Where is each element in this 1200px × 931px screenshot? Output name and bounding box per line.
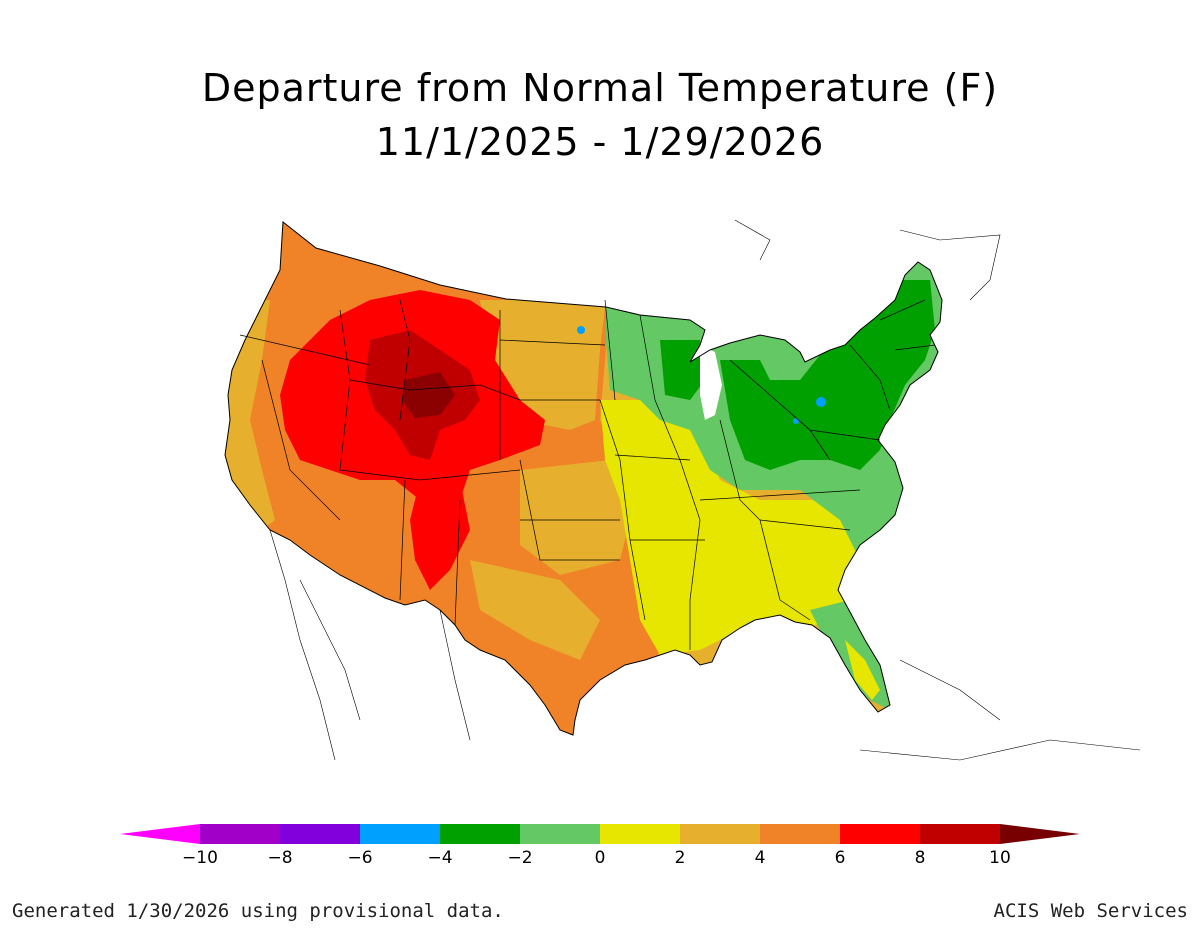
map-date-range: 11/1/2025 - 1/29/2026 bbox=[375, 120, 825, 164]
neighbor-coastlines bbox=[269, 219, 1141, 761]
map-title: Departure from Normal Temperature (F) bbox=[201, 66, 999, 110]
state-boundaries bbox=[239, 299, 936, 650]
generated-note: Generated 1/30/2026 using provisional da… bbox=[12, 900, 504, 922]
source-credit: ACIS Web Services bbox=[993, 900, 1188, 922]
temperature-shading bbox=[225, 222, 942, 735]
